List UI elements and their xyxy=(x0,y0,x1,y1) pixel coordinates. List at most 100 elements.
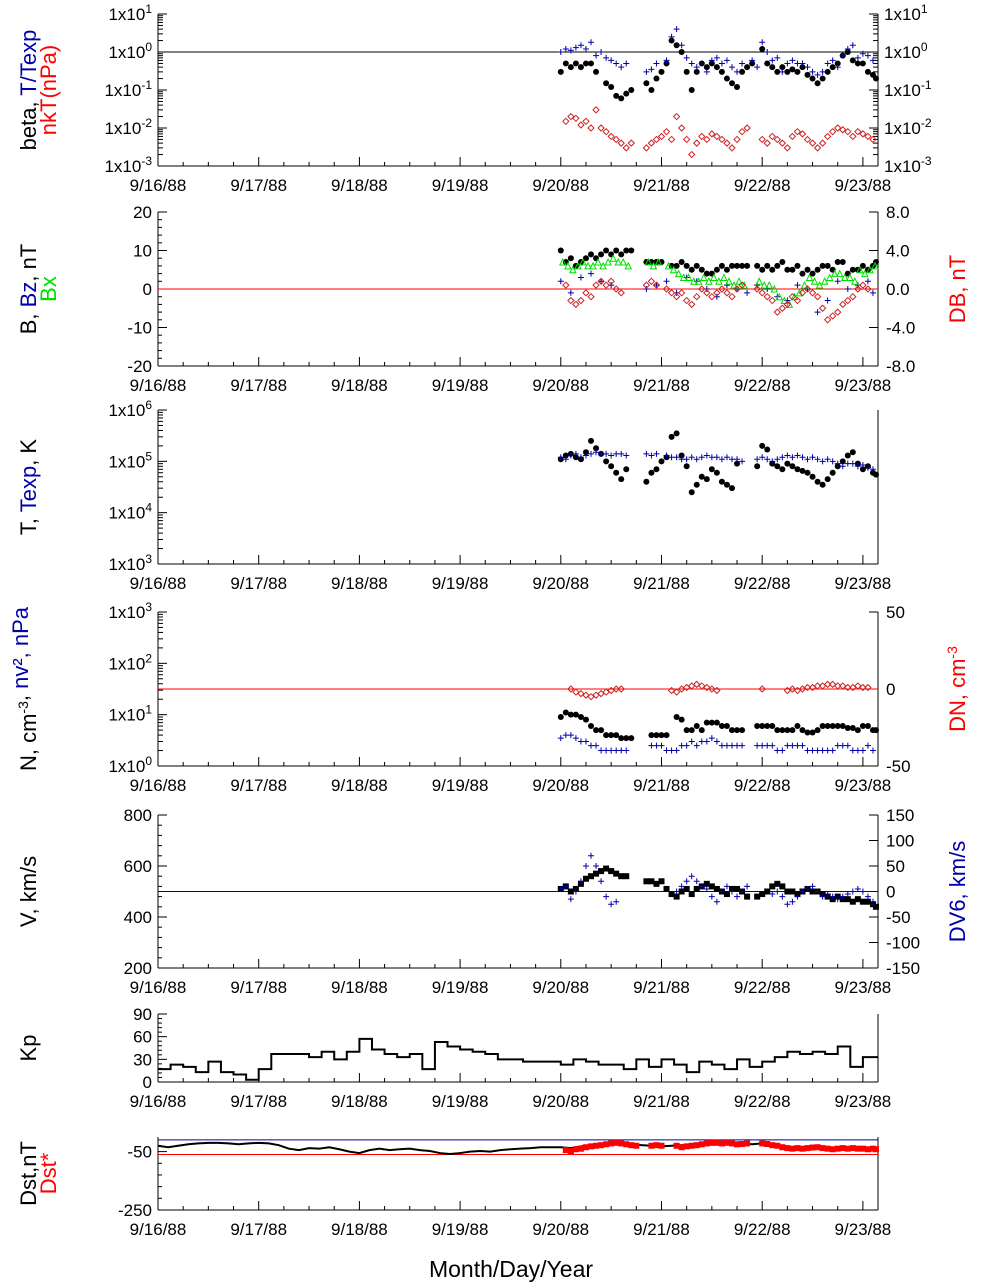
beta-data-point xyxy=(703,135,711,144)
beta-data-point xyxy=(779,68,786,75)
beta-right-y-tick-label: 1x101 xyxy=(884,2,928,24)
temp-data-point xyxy=(608,463,615,470)
field-data-point xyxy=(809,270,816,277)
dst-y-tick-label: -250 xyxy=(118,1201,152,1220)
beta-data-point xyxy=(567,47,574,54)
field-x-tick-label: 9/18/88 xyxy=(331,376,388,395)
temp-x-tick-label: 9/22/88 xyxy=(734,574,791,593)
field-data-point xyxy=(753,285,761,293)
dst-y-tick-label: -50 xyxy=(127,1143,152,1162)
density-data-point xyxy=(653,732,660,739)
dst-data-point xyxy=(764,1141,771,1148)
temp-x-tick-label: 9/16/88 xyxy=(130,574,187,593)
speed-data-point xyxy=(683,878,690,885)
density-data-point xyxy=(734,727,741,734)
field-data-point xyxy=(644,257,653,266)
temp-y-tick-label: 1x103 xyxy=(108,552,152,574)
beta-data-point xyxy=(754,64,761,71)
speed-data-point xyxy=(784,888,791,895)
field-data-point xyxy=(814,309,821,316)
dst-data-point xyxy=(658,1142,665,1149)
speed-data-point xyxy=(819,893,826,900)
temp-data-point xyxy=(824,476,831,483)
density-data-point xyxy=(794,742,801,749)
density-data-point xyxy=(823,680,832,689)
field-data-point xyxy=(594,257,602,266)
density-right-y-tick-label: 50 xyxy=(886,603,905,622)
temp-data-point xyxy=(779,454,786,461)
beta-data-point xyxy=(688,60,695,67)
density-data-point xyxy=(779,747,786,754)
beta-data-point xyxy=(859,50,866,57)
temp-data-point xyxy=(698,454,705,461)
temp-data-point xyxy=(683,456,690,463)
temp-data-point xyxy=(728,485,735,492)
temp-data-point xyxy=(819,481,826,488)
speed-data-point xyxy=(693,878,700,885)
beta-data-point xyxy=(662,127,671,136)
temp-data-point xyxy=(754,463,761,470)
density-data-point xyxy=(618,747,625,754)
beta-data-point xyxy=(613,60,620,67)
speed-y-axis-label: V, km/s xyxy=(16,856,41,927)
speed-data-point xyxy=(653,880,660,887)
beta-x-tick-label: 9/17/88 xyxy=(230,176,287,195)
density-data-point xyxy=(658,732,665,739)
density-data-point xyxy=(739,727,746,734)
speed-data-point xyxy=(734,885,741,892)
density-right-y-tick-label: 0 xyxy=(886,680,895,699)
beta-right-y-tick-label: 1x10-1 xyxy=(884,78,932,100)
kp-y-tick-label: 0 xyxy=(143,1073,152,1092)
field-data-point xyxy=(564,261,572,270)
field-data-point xyxy=(810,277,819,285)
temp-data-point xyxy=(829,458,836,465)
field-data-point xyxy=(775,292,784,301)
field-data-point xyxy=(662,285,671,293)
speed-y-tick-label: 400 xyxy=(124,908,152,927)
density-data-point xyxy=(663,747,670,754)
beta-data-point xyxy=(738,127,746,136)
dst-data-point xyxy=(829,1146,836,1153)
field-data-point xyxy=(598,251,605,258)
density-data-point xyxy=(698,682,706,690)
density-x-tick-label: 9/23/88 xyxy=(835,776,892,795)
density-data-point xyxy=(758,685,766,693)
field-data-point xyxy=(623,247,630,254)
field-series-dark_red xyxy=(562,277,872,324)
temp-data-point xyxy=(618,450,625,457)
density-data-point xyxy=(854,682,862,690)
beta-y-tick-label: 1x10-1 xyxy=(104,78,152,100)
dst-series-black xyxy=(157,1141,874,1155)
speed-data-point xyxy=(668,891,675,898)
temp-data-point xyxy=(784,452,791,459)
beta-data-point xyxy=(562,60,569,67)
dst-data-point xyxy=(759,1140,766,1147)
density-data-point xyxy=(582,738,589,745)
beta-data-point xyxy=(593,68,600,75)
field-data-point xyxy=(759,266,766,273)
temp-data-point xyxy=(562,456,569,463)
field-data-point xyxy=(856,265,864,274)
density-data-point xyxy=(613,747,620,754)
field-series-green xyxy=(559,254,879,308)
field-data-point xyxy=(834,278,841,285)
speed-data-point xyxy=(779,883,786,890)
dst-data-point xyxy=(562,1147,569,1154)
dst-series-line xyxy=(157,1141,874,1155)
field-data-point xyxy=(684,273,693,281)
field-data-point xyxy=(739,262,746,269)
density-x-tick-label: 9/22/88 xyxy=(734,776,791,795)
beta-data-point xyxy=(708,130,716,138)
speed-data-point xyxy=(567,896,574,903)
dst-data-point xyxy=(623,1141,630,1148)
speed-data-point xyxy=(769,891,776,898)
speed-data-point xyxy=(824,891,831,898)
beta-data-point xyxy=(869,57,876,64)
field-data-point xyxy=(562,281,570,289)
beta-data-point xyxy=(602,127,610,136)
speed-data-point xyxy=(598,878,605,885)
dst-data-point xyxy=(799,1145,806,1152)
temp-data-point xyxy=(794,452,801,459)
temp-data-point xyxy=(759,454,766,461)
beta-data-point xyxy=(708,57,715,64)
